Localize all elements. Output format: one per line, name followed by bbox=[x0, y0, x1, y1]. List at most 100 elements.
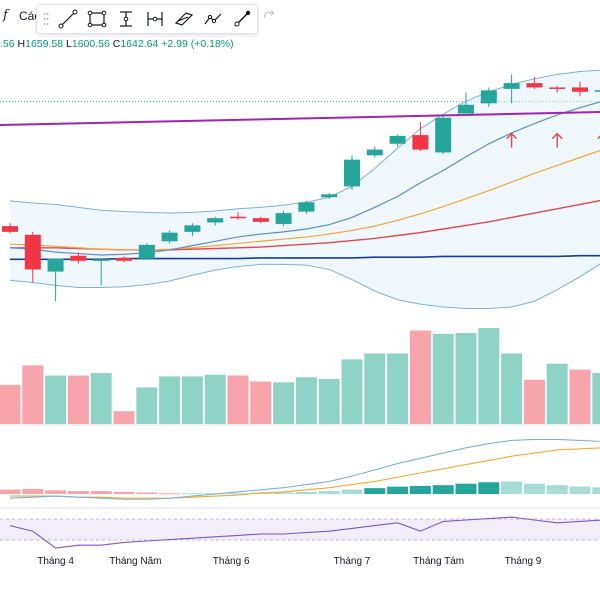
brush-icon[interactable] bbox=[173, 8, 195, 30]
macd-histogram-bar bbox=[364, 488, 386, 494]
volume-bar bbox=[387, 353, 409, 424]
volume-bar bbox=[455, 333, 477, 424]
candle-body bbox=[24, 234, 41, 270]
trend-line bbox=[0, 111, 600, 126]
candle-body bbox=[458, 104, 474, 114]
rsi-pane bbox=[0, 516, 600, 549]
x-label: Tháng 4 bbox=[37, 556, 74, 567]
function-icon[interactable]: f bbox=[3, 8, 8, 23]
low-value: 1600.56 bbox=[71, 38, 110, 50]
candlesticks[interactable] bbox=[2, 74, 600, 302]
candle-body bbox=[366, 149, 383, 156]
close-value: 1642.64 bbox=[120, 38, 159, 50]
rectangle-icon[interactable] bbox=[86, 8, 108, 30]
volume-bar bbox=[295, 377, 317, 424]
candle-body bbox=[2, 226, 18, 232]
macd-histogram-bar bbox=[113, 491, 135, 494]
macd-histogram-bar bbox=[181, 493, 203, 495]
ma-short-line bbox=[9, 101, 600, 256]
volume-bar bbox=[318, 378, 340, 424]
candle-body bbox=[161, 232, 178, 242]
buy-signal-arrow bbox=[551, 132, 563, 148]
macd-signal-line bbox=[10, 447, 600, 499]
change-value: +2.99 (+0.18%) bbox=[161, 38, 234, 50]
time-axis[interactable]: Tháng 4 Tháng Năm Tháng 6 Tháng 7 Tháng … bbox=[0, 556, 600, 570]
macd-histogram-bar bbox=[523, 483, 545, 494]
low-key: L bbox=[66, 38, 72, 50]
horizontal-range-icon[interactable] bbox=[144, 8, 166, 30]
x-label: Tháng Tám bbox=[413, 556, 465, 567]
candle-body bbox=[298, 202, 315, 212]
buy-signal-arrow bbox=[506, 132, 518, 148]
macd-histogram-bar bbox=[22, 488, 44, 494]
volume-bar bbox=[409, 330, 431, 424]
trend-line-icon[interactable] bbox=[57, 8, 79, 30]
ohlc-legend: .56 H1659.58 L1600.56 C1642.64 +2.99 (+0… bbox=[0, 38, 234, 50]
volume-bar bbox=[546, 363, 568, 424]
candle-body bbox=[207, 218, 224, 223]
macd-histogram-bar bbox=[318, 491, 340, 494]
moving-averages bbox=[0, 101, 600, 261]
macd-histogram-bar bbox=[592, 487, 600, 494]
rsi-line bbox=[9, 516, 600, 549]
vertical-range-icon[interactable] bbox=[115, 8, 137, 30]
top-bar: f Các bbox=[0, 0, 600, 34]
candle-body bbox=[138, 244, 155, 259]
candle-body bbox=[344, 159, 360, 187]
volume-bar bbox=[0, 384, 21, 424]
volume-bar bbox=[136, 387, 158, 424]
indicator-label[interactable]: Các bbox=[19, 9, 41, 23]
drawing-toolbar bbox=[36, 4, 258, 34]
buy-signal-arrow bbox=[597, 135, 600, 140]
candle-body bbox=[47, 258, 64, 272]
volume-bar bbox=[159, 376, 181, 424]
redo-icon[interactable] bbox=[262, 8, 276, 22]
baseline-line bbox=[10, 254, 600, 261]
volume-bar bbox=[592, 373, 600, 424]
candle-body bbox=[275, 213, 292, 224]
macd-histogram-bar bbox=[432, 485, 454, 494]
volume-bar bbox=[341, 359, 363, 424]
macd-histogram-bar bbox=[341, 489, 363, 494]
volume-bar bbox=[204, 374, 226, 424]
ruler-icon[interactable] bbox=[231, 8, 253, 30]
volume-bar bbox=[501, 353, 523, 424]
candle-body bbox=[116, 257, 132, 261]
candle-body bbox=[572, 87, 588, 92]
macd-histogram-bar bbox=[273, 492, 295, 494]
volume-bar bbox=[113, 411, 135, 424]
high-value: 1659.58 bbox=[25, 38, 64, 50]
volume-bar bbox=[364, 353, 386, 424]
volume-bar bbox=[523, 379, 545, 424]
volume-bar bbox=[22, 365, 44, 424]
bollinger-bands bbox=[9, 69, 600, 309]
volume-bar bbox=[432, 333, 454, 424]
volume-bar bbox=[181, 376, 203, 424]
bollinger-fill bbox=[10, 70, 600, 309]
signal-markers bbox=[506, 132, 600, 148]
path-icon[interactable] bbox=[202, 8, 224, 30]
volume-bar bbox=[45, 375, 67, 424]
macd-histogram-bar bbox=[227, 493, 249, 495]
x-label: Tháng 6 bbox=[212, 556, 250, 567]
candle-body bbox=[526, 83, 543, 88]
close-key: C bbox=[112, 38, 121, 50]
macd-histogram-bar bbox=[501, 481, 523, 494]
candle-body bbox=[389, 135, 406, 144]
chart-background bbox=[0, 101, 600, 509]
open-value: .56 bbox=[0, 38, 15, 50]
candle-body bbox=[503, 83, 520, 89]
x-label: Tháng 7 bbox=[333, 556, 371, 567]
macd-histogram-bar bbox=[0, 489, 21, 494]
macd-pane bbox=[0, 438, 600, 500]
macd-line bbox=[9, 438, 600, 500]
volume-bar bbox=[273, 382, 295, 424]
candle-body bbox=[480, 90, 497, 104]
candle-body bbox=[184, 225, 201, 232]
macd-histogram-bar bbox=[409, 485, 431, 494]
macd-histogram-bar bbox=[478, 482, 500, 494]
ma-mid-line bbox=[9, 149, 600, 251]
candle-body bbox=[594, 90, 600, 92]
drag-handle-icon[interactable] bbox=[43, 12, 49, 26]
